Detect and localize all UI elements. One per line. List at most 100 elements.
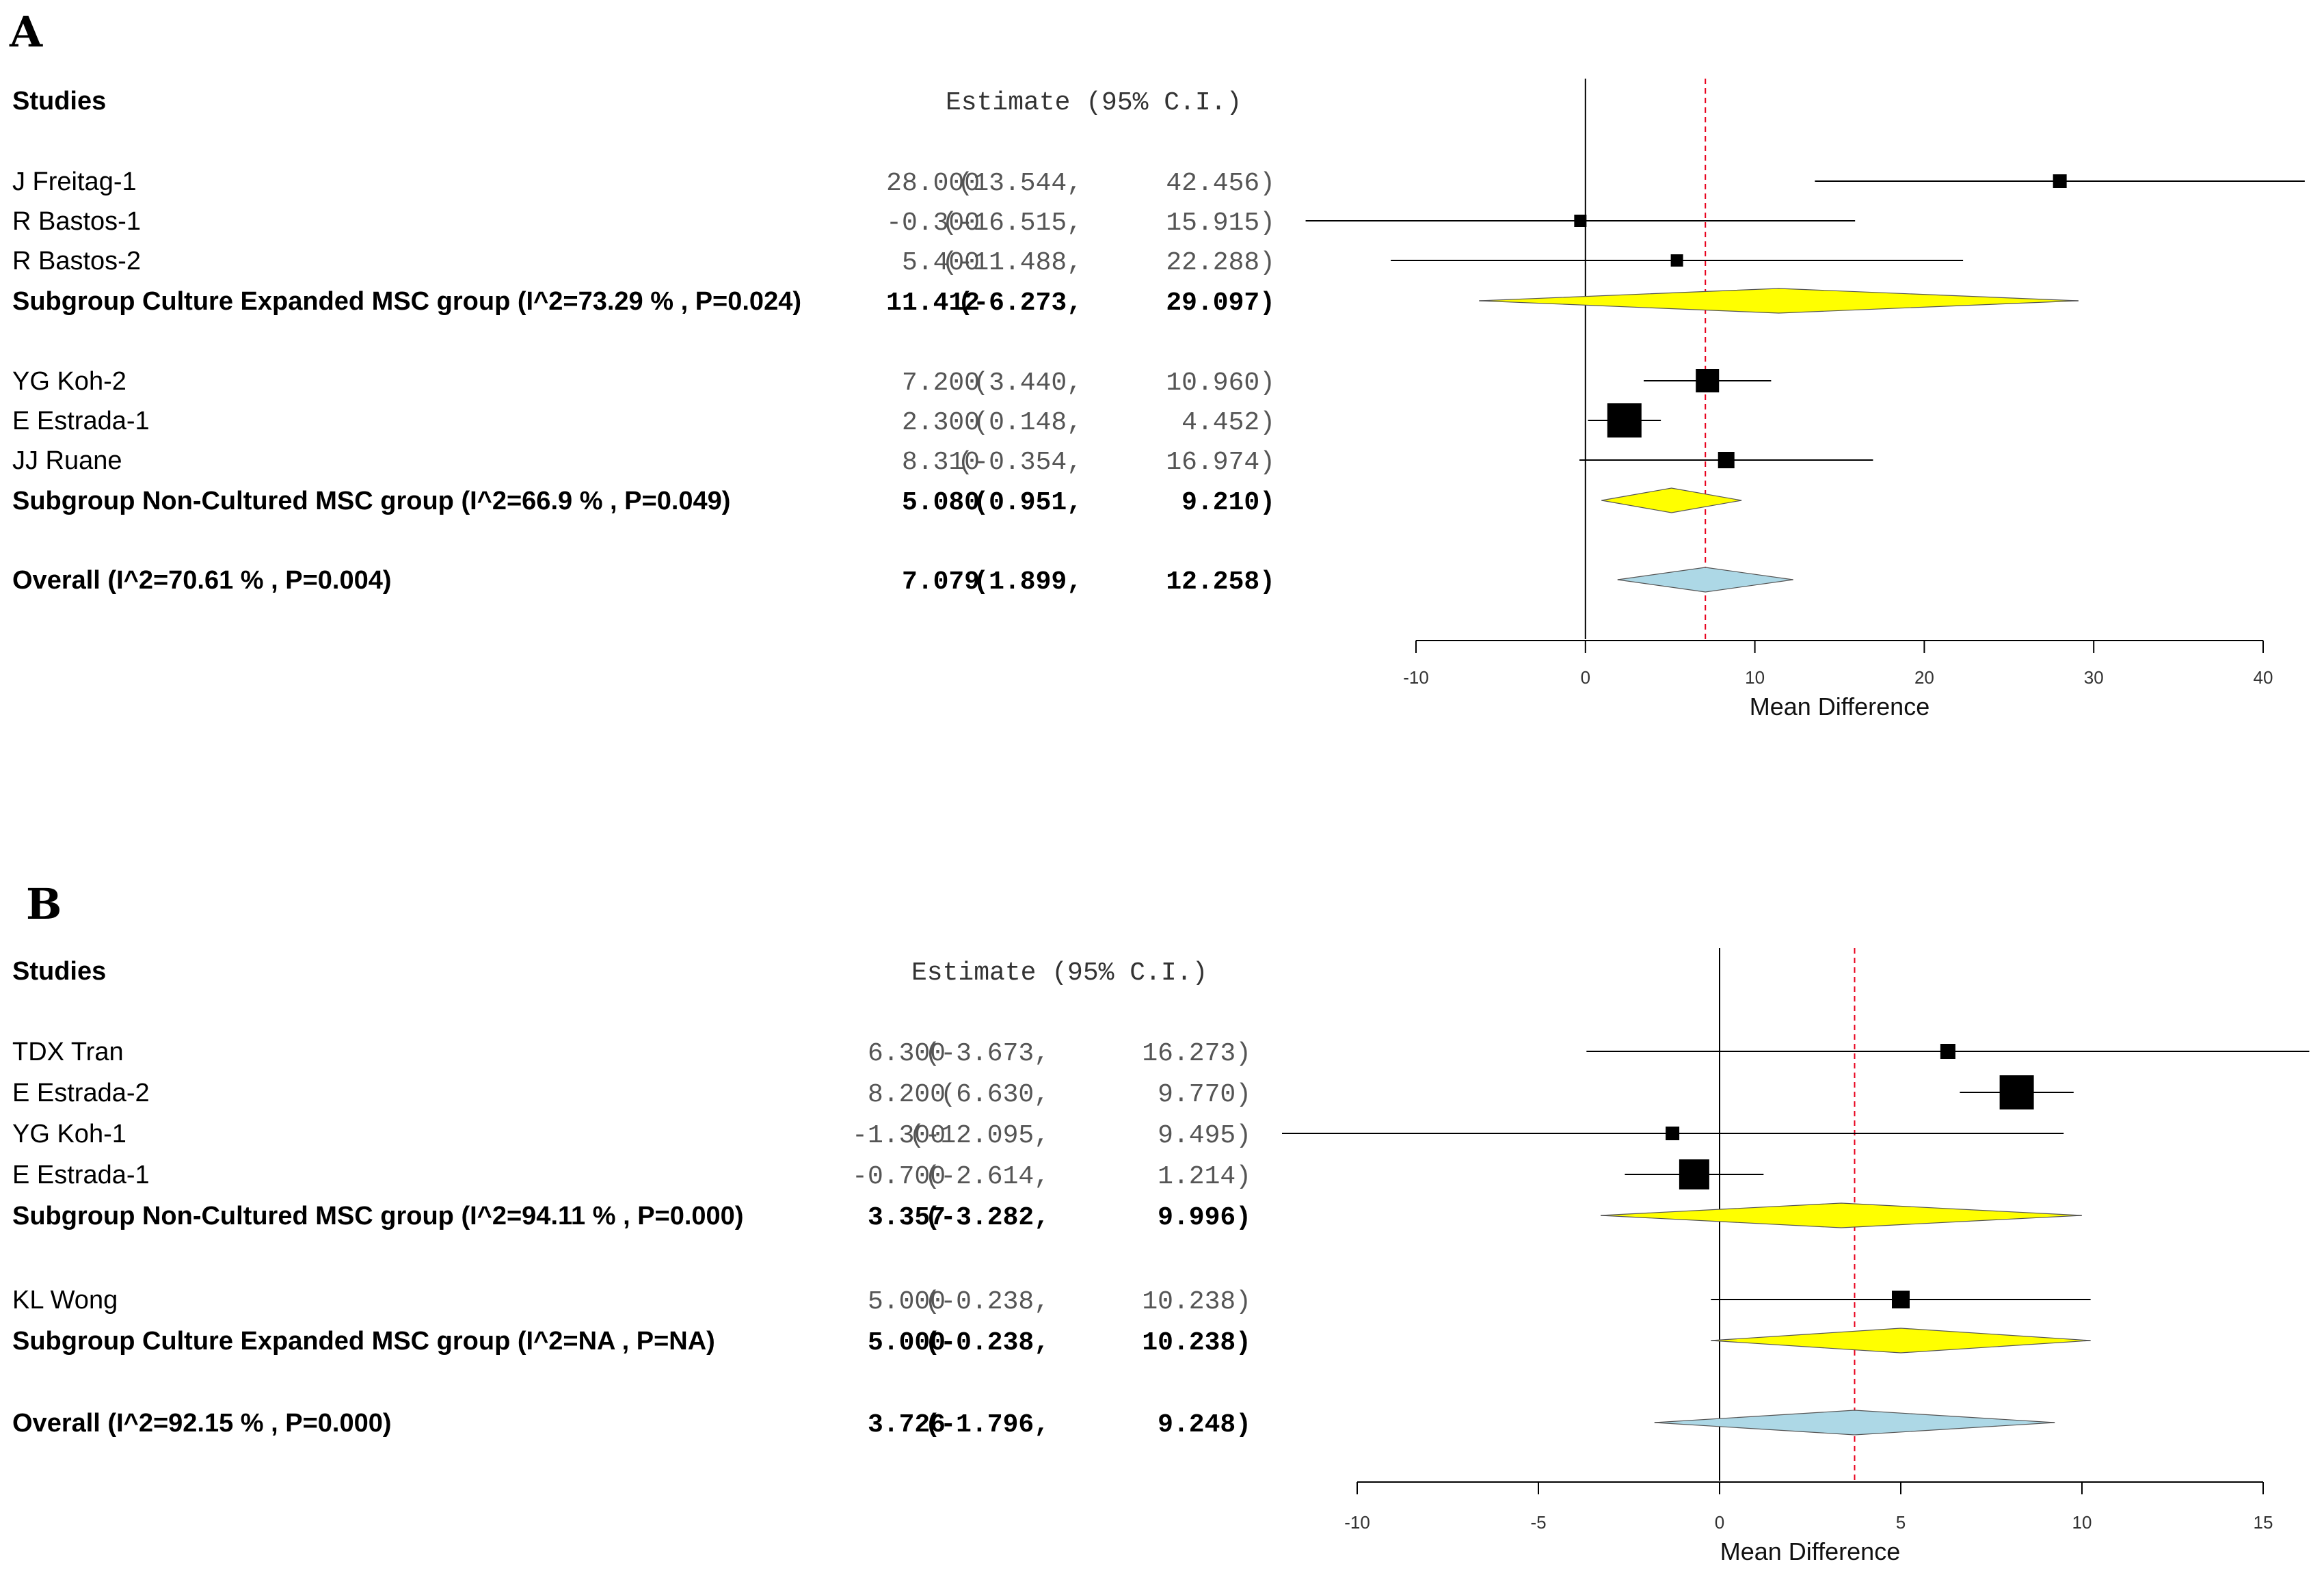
panel-a-plot-area: -10 0 10 20 30 40 Mean Difference [1305, 79, 2305, 721]
panel-b-rows: TDX Tran 6.300(-3.673, 16.273) E Estrada-2 8… [12, 1038, 1251, 1440]
panel-a-x-tick-label: 0 [1581, 667, 1590, 688]
panel-b-row-ci-lower: (-3.673, [925, 1039, 1050, 1068]
panel-a-overall-diamond [1617, 567, 1793, 593]
panel-b-row-estimate: 8.200 [868, 1080, 946, 1109]
panel-a-row-label: R Bastos-2 [12, 247, 141, 275]
panel-b-row-ci-lower: (-3.282, [925, 1203, 1050, 1233]
panel-a-row-ci-upper: 10.960) [1166, 368, 1275, 398]
panel-b-study-marker [1999, 1075, 2034, 1109]
panel-b-row-label: TDX Tran [12, 1038, 124, 1066]
panel-a-row-ci-lower: (0.951, [973, 488, 1082, 517]
panel-a-row-ci-lower: (-16.515, [942, 208, 1082, 238]
panel-b-row-label: YG Koh-1 [12, 1120, 126, 1148]
panel-a-estimate-header: Estimate (95% C.I.) [946, 88, 1242, 118]
panel-b-row-estimate: -1.300 [852, 1121, 946, 1150]
panel-a-study-marker [1574, 215, 1587, 227]
panel-a-row-ci-lower: (1.899, [973, 567, 1082, 597]
panel-a: A Studies Estimate (95% C.I.) J Freitag-… [9, 7, 2305, 721]
panel-b-row-ci-upper: 1.214) [1158, 1162, 1251, 1192]
panel-a-x-tick-label: 20 [1914, 667, 1934, 688]
panel-a-row-ci-upper: 4.452) [1181, 408, 1275, 438]
panel-a-row-label: R Bastos-1 [12, 207, 141, 236]
panel-b-row-label: Overall (I^2=92.15 % , P=0.000) [12, 1409, 392, 1438]
panel-a-row-estimate: -0.300 [886, 208, 980, 238]
panel-a-row-label: JJ Ruane [12, 446, 122, 475]
panel-a-x-tick-label: 40 [2254, 667, 2273, 688]
panel-b-row-estimate: 5.000 [868, 1287, 946, 1317]
panel-b-row-ci-lower: (6.630, [940, 1080, 1050, 1109]
panel-a-row-ci-upper: 22.288) [1166, 248, 1275, 278]
panel-b-letter: B [26, 879, 62, 929]
panel-b-row-label: Subgroup Non-Cultured MSC group (I^2=94.… [12, 1202, 743, 1230]
panel-a-study-marker [1696, 369, 1720, 392]
panel-a-row-ci-upper: 29.097) [1166, 288, 1275, 318]
panel-a-study-marker [1670, 254, 1683, 267]
panel-a-row-ci-lower: (3.440, [973, 368, 1082, 398]
panel-a-studies-header: Studies [12, 87, 106, 116]
panel-b-x-tick-label: 5 [1896, 1512, 1906, 1533]
panel-a-x-axis-title: Mean Difference [1750, 692, 1929, 721]
panel-b-row-ci-upper: 9.248) [1158, 1410, 1251, 1440]
panel-b-row-ci-upper: 9.996) [1158, 1203, 1251, 1233]
panel-b-overall-diamond [1654, 1410, 2055, 1436]
panel-a-row-estimate: 7.200 [902, 368, 980, 398]
panel-b-x-tick-label: 0 [1715, 1512, 1724, 1533]
panel-b-row-ci-lower: (-1.796, [925, 1410, 1050, 1440]
panel-b-row-ci-lower: (-12.095, [909, 1121, 1050, 1150]
panel-b-row-estimate: 5.000 [868, 1328, 946, 1358]
panel-a-row-label: Subgroup Culture Expanded MSC group (I^2… [12, 287, 801, 316]
panel-a-row-ci-lower: (0.148, [973, 408, 1082, 438]
panel-b-row-ci-upper: 10.238) [1142, 1328, 1251, 1358]
panel-a-row-estimate: 28.000 [886, 169, 980, 198]
panel-a-row-label: E Estrada-1 [12, 407, 150, 435]
panel-a-letter: A [9, 7, 43, 57]
panel-b-x-axis-title: Mean Difference [1720, 1537, 1900, 1565]
panel-b-row-label: E Estrada-2 [12, 1079, 150, 1107]
panel-a-row-label: Overall (I^2=70.61 % , P=0.004) [12, 566, 392, 595]
panel-b-estimate-header: Estimate (95% C.I.) [911, 958, 1207, 988]
panel-a-row-label: YG Koh-2 [12, 367, 126, 396]
panel-a-study-marker [1718, 452, 1735, 468]
panel-a-row-ci-upper: 16.974) [1166, 448, 1275, 477]
panel-b-study-marker [1940, 1044, 1955, 1059]
panel-a-row-label: Subgroup Non-Cultured MSC group (I^2=66.… [12, 487, 730, 515]
panel-a-row-estimate: 7.079 [902, 567, 980, 597]
panel-b-x-tick-label: 10 [2072, 1512, 2092, 1533]
panel-a-row-estimate: 5.400 [902, 248, 980, 278]
panel-b-plot-area: -10 -5 0 5 10 15 Mean Difference [1282, 948, 2310, 1565]
panel-a-row-ci-upper: 9.210) [1181, 488, 1275, 517]
panel-a-row-label: J Freitag-1 [12, 167, 137, 196]
panel-b: B Studies Estimate (95% C.I.) TDX Tran 6.… [12, 879, 2310, 1565]
panel-a-row-ci-lower: (-11.488, [942, 248, 1082, 278]
panel-b-row-label: Subgroup Culture Expanded MSC group (I^2… [12, 1327, 715, 1356]
panel-b-row-estimate: -0.700 [852, 1162, 946, 1192]
panel-b-subgroup-diamond [1711, 1328, 2091, 1354]
panel-b-x-tick-label: 15 [2254, 1512, 2273, 1533]
panel-b-row-ci-lower: (-0.238, [925, 1287, 1050, 1317]
panel-a-row-ci-upper: 12.258) [1166, 567, 1275, 597]
panel-a-rows: J Freitag-1 28.000(13.544, 42.456) R Bastos… [12, 167, 1275, 597]
panel-b-subgroup-diamond [1601, 1202, 2082, 1228]
panel-b-study-marker [1679, 1159, 1709, 1189]
panel-a-row-estimate: 2.300 [902, 408, 980, 438]
panel-b-row-ci-upper: 10.238) [1142, 1287, 1251, 1317]
panel-a-row-ci-lower: (-6.273, [958, 288, 1082, 318]
panel-a-study-marker [2053, 174, 2067, 188]
panel-b-study-marker [1666, 1127, 1680, 1140]
panel-a-study-marker [1607, 403, 1642, 438]
panel-a-row-ci-upper: 42.456) [1166, 169, 1275, 198]
panel-a-x-tick-label: 10 [1745, 667, 1765, 688]
panel-b-row-ci-upper: 9.770) [1158, 1080, 1251, 1109]
panel-a-x-tick-label: 30 [2084, 667, 2104, 688]
panel-a-row-estimate: 8.310 [902, 448, 980, 477]
panel-a-row-ci-lower: (-0.354, [958, 448, 1082, 477]
panel-b-study-marker [1892, 1291, 1910, 1308]
panel-a-subgroup-diamond [1479, 288, 2079, 314]
panel-b-x-tick-label: -10 [1344, 1512, 1370, 1533]
panel-b-row-estimate: 6.300 [868, 1039, 946, 1068]
panel-b-row-ci-upper: 9.495) [1158, 1121, 1251, 1150]
panel-b-row-ci-lower: (-2.614, [925, 1162, 1050, 1192]
panel-a-row-ci-upper: 15.915) [1166, 208, 1275, 238]
